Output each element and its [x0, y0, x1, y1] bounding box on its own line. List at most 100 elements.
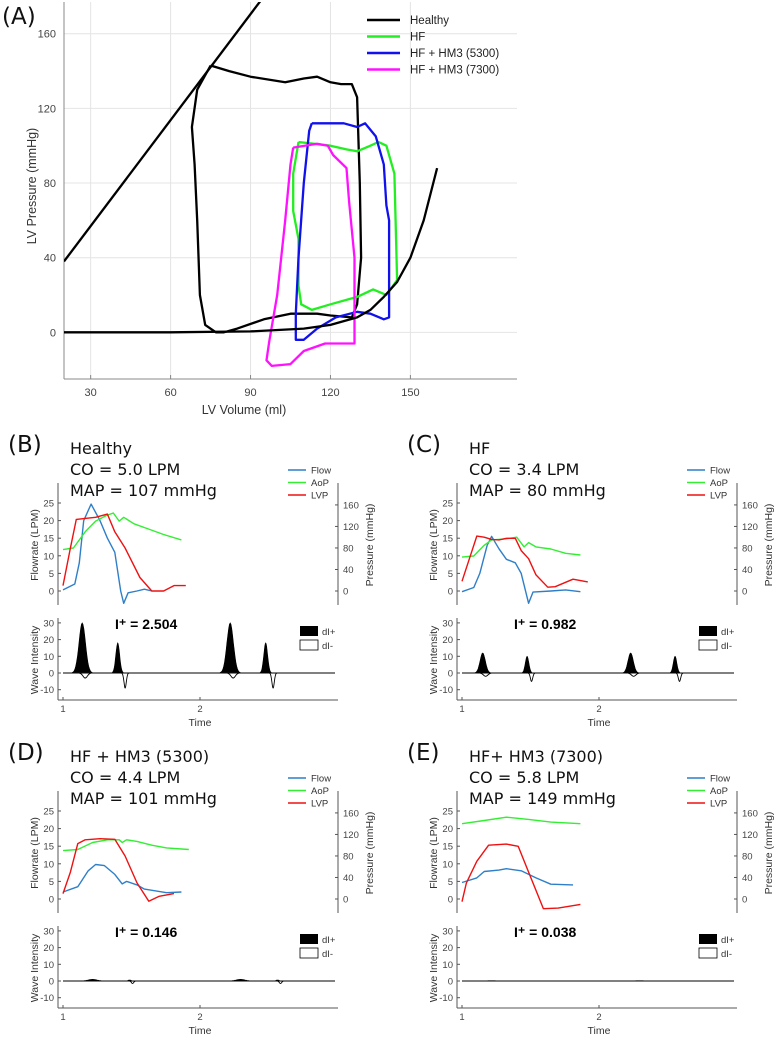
di-plus-peak — [669, 655, 681, 674]
di-plus-peak — [273, 979, 282, 982]
wave-intensity-value: I⁺ = 0.146 — [115, 924, 177, 940]
legend-swatch-di-minus — [698, 947, 718, 959]
pressure-ylabel: Pressure (mmHg) — [364, 504, 376, 587]
legend-label: Healthy — [410, 15, 449, 27]
legend-swatch-di-minus — [698, 639, 718, 651]
wave-tick-label: 20 — [442, 635, 453, 646]
time-tick-label: 1 — [60, 704, 65, 715]
flow-tick-label: 5 — [49, 569, 54, 580]
di-plus-peak — [71, 622, 94, 673]
di-minus-dip — [276, 980, 285, 984]
flow-tick-label: 25 — [442, 807, 453, 818]
pressure-tick-label: 160 — [742, 500, 758, 511]
panel-a-ylabel: LV Pressure (mmHg) — [25, 128, 39, 244]
series-flow — [461, 868, 574, 886]
panel-label: (B) — [8, 432, 42, 458]
legend-swatch-di-minus — [299, 639, 319, 651]
di-plus-peak — [219, 622, 242, 673]
pressure-tick-label: 40 — [343, 565, 354, 576]
panel-label: (E) — [407, 740, 439, 766]
legend-label: Flow — [311, 466, 331, 477]
wave-tick-label: -10 — [439, 993, 453, 1004]
wave-tick-label: 10 — [43, 960, 54, 971]
flow-tick-label: 0 — [448, 895, 453, 906]
cardiac-output-label: CO = 5.8 LPM — [469, 768, 579, 787]
pressure-tick-label: 120 — [343, 830, 359, 841]
legend-label: dI+ — [322, 935, 336, 946]
time-tick-label: 2 — [596, 704, 601, 715]
wave-tick-label: 0 — [448, 669, 453, 680]
di-plus-peak — [259, 642, 273, 673]
wave-tick-label: 30 — [43, 926, 54, 937]
time-xlabel: Time — [189, 717, 212, 729]
legend-label: AoP — [311, 786, 329, 797]
panel-title: HF + HM3 (5300) — [70, 747, 209, 766]
wave-ylabel: Wave Intensity — [29, 933, 41, 1002]
wave-tick-label: -10 — [40, 685, 54, 696]
series-espvr — [64, 2, 262, 263]
panel-label: (C) — [407, 432, 441, 458]
wave-tick-label: 0 — [49, 669, 54, 680]
mean-arterial-pressure-label: MAP = 101 mmHg — [70, 789, 217, 808]
wave-tick-label: 10 — [442, 960, 453, 971]
di-plus-peak — [125, 979, 134, 982]
pressure-tick-label: 160 — [343, 500, 359, 511]
wave-ylabel: Wave Intensity — [428, 625, 440, 694]
y-tick-label: 40 — [44, 253, 56, 265]
panel-a-xlabel: LV Volume (ml) — [202, 403, 287, 417]
flow-tick-label: 0 — [49, 895, 54, 906]
legend-label: dI+ — [322, 627, 336, 638]
di-minus-dip — [675, 672, 684, 683]
wave-tick-label: 0 — [49, 977, 54, 988]
flow-tick-label: 5 — [448, 877, 453, 888]
time-tick-label: 1 — [60, 1012, 65, 1023]
flow-tick-label: 20 — [43, 824, 54, 835]
di-minus-dip — [269, 672, 277, 689]
wave-tick-label: 20 — [442, 943, 453, 954]
wave-tick-label: 20 — [43, 635, 54, 646]
legend-swatch-di-plus — [699, 934, 717, 944]
pressure-tick-label: 80 — [742, 543, 753, 554]
wave-tick-label: -10 — [439, 685, 453, 696]
cardiac-output-label: CO = 3.4 LPM — [469, 460, 579, 479]
legend-label: HF + HM3 (7300) — [410, 65, 499, 77]
wave-tick-label: 10 — [43, 652, 54, 663]
legend-label: dI- — [721, 641, 732, 652]
di-minus-dip — [128, 980, 137, 984]
legend-label: LVP — [710, 799, 727, 810]
di-minus-dip — [626, 672, 641, 677]
flow-tick-label: 25 — [43, 499, 54, 510]
flow-ylabel: Flowrate (LPM) — [428, 817, 440, 889]
panel-label: (D) — [8, 740, 44, 766]
pressure-tick-label: 80 — [742, 851, 753, 862]
legend-label: LVP — [710, 491, 727, 502]
legend-label: dI- — [322, 641, 333, 652]
legend-label: dI- — [721, 949, 732, 960]
y-tick-label: 120 — [38, 103, 56, 115]
time-xlabel: Time — [588, 717, 611, 729]
flow-tick-label: 10 — [442, 859, 453, 870]
pressure-tick-label: 80 — [343, 851, 354, 862]
pressure-tick-label: 160 — [343, 808, 359, 819]
legend-label: dI+ — [721, 935, 735, 946]
legend-label: Flow — [710, 774, 730, 785]
x-tick-label: 60 — [164, 387, 176, 399]
panel-title: HF — [469, 439, 490, 458]
legend-label: AoP — [710, 478, 728, 489]
legend-label: AoP — [710, 786, 728, 797]
wave-tick-label: 30 — [43, 618, 54, 629]
flow-tick-label: 10 — [442, 551, 453, 562]
flow-tick-label: 20 — [43, 516, 54, 527]
time-tick-label: 2 — [197, 1012, 202, 1023]
series-hf-hm3-5300- — [294, 122, 391, 341]
flow-tick-label: 10 — [43, 551, 54, 562]
time-tick-label: 1 — [459, 704, 464, 715]
di-plus-peak — [622, 652, 639, 674]
time-tick-label: 1 — [459, 1012, 464, 1023]
pressure-tick-label: 120 — [742, 522, 758, 533]
time-xlabel: Time — [189, 1025, 212, 1037]
pressure-tick-label: 80 — [343, 543, 354, 554]
series-hf-hm3-7300- — [265, 142, 356, 368]
